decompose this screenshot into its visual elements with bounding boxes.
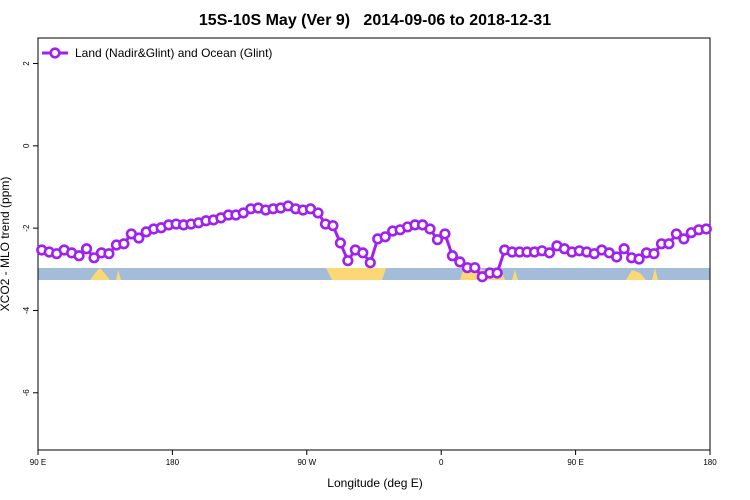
point bbox=[648, 248, 660, 260]
point bbox=[543, 247, 556, 259]
y-tick-label: -2 bbox=[22, 224, 31, 232]
legend-marker bbox=[49, 47, 61, 59]
y-tick-label: -4 bbox=[22, 306, 31, 314]
land-shape bbox=[626, 270, 646, 280]
point bbox=[618, 243, 630, 255]
land-shape bbox=[116, 270, 121, 280]
map-strip bbox=[38, 268, 710, 280]
point bbox=[491, 267, 503, 279]
point bbox=[431, 234, 444, 246]
point bbox=[439, 228, 451, 240]
x-tick-label: 90 E bbox=[30, 458, 46, 467]
point bbox=[73, 250, 85, 262]
point bbox=[424, 223, 436, 235]
x-axis-label: Longitude (deg E) bbox=[327, 476, 422, 490]
point bbox=[118, 238, 130, 250]
land-shape bbox=[512, 270, 518, 280]
land-shape bbox=[652, 268, 658, 280]
point bbox=[379, 231, 391, 243]
x-tick-label: 90 W bbox=[297, 458, 316, 467]
point bbox=[103, 248, 115, 260]
point bbox=[133, 232, 145, 244]
y-tick-label: 2 bbox=[22, 61, 31, 66]
point bbox=[364, 257, 376, 269]
point bbox=[342, 255, 354, 267]
chart-title: 15S-10S May (Ver 9) 2014-09-06 to 2018-1… bbox=[199, 12, 551, 29]
land-shape bbox=[90, 268, 110, 280]
x-tick-label: 180 bbox=[703, 458, 717, 467]
point bbox=[312, 207, 324, 219]
x-tick-label: 180 bbox=[166, 458, 180, 467]
land-shape bbox=[326, 268, 386, 280]
plot-frame bbox=[37, 37, 711, 451]
legend-label: Land (Nadir&Glint) and Ocean (Glint) bbox=[75, 46, 272, 60]
point bbox=[678, 233, 690, 245]
point bbox=[80, 243, 93, 255]
y-axis-label: XCO2 - MLO trend (ppm) bbox=[0, 177, 12, 312]
y-tick-label: 0 bbox=[22, 143, 31, 148]
point bbox=[670, 228, 683, 240]
point bbox=[469, 262, 481, 274]
point bbox=[327, 220, 339, 232]
point bbox=[611, 251, 623, 263]
point bbox=[88, 252, 100, 264]
point bbox=[700, 223, 712, 235]
point bbox=[334, 237, 347, 249]
point bbox=[454, 256, 466, 268]
point bbox=[446, 250, 459, 262]
x-tick-label: 90 E bbox=[567, 458, 583, 467]
point bbox=[633, 253, 645, 265]
point bbox=[663, 238, 675, 250]
x-tick-label: 0 bbox=[439, 458, 444, 467]
y-tick-label: -6 bbox=[22, 389, 31, 397]
point bbox=[357, 247, 369, 259]
